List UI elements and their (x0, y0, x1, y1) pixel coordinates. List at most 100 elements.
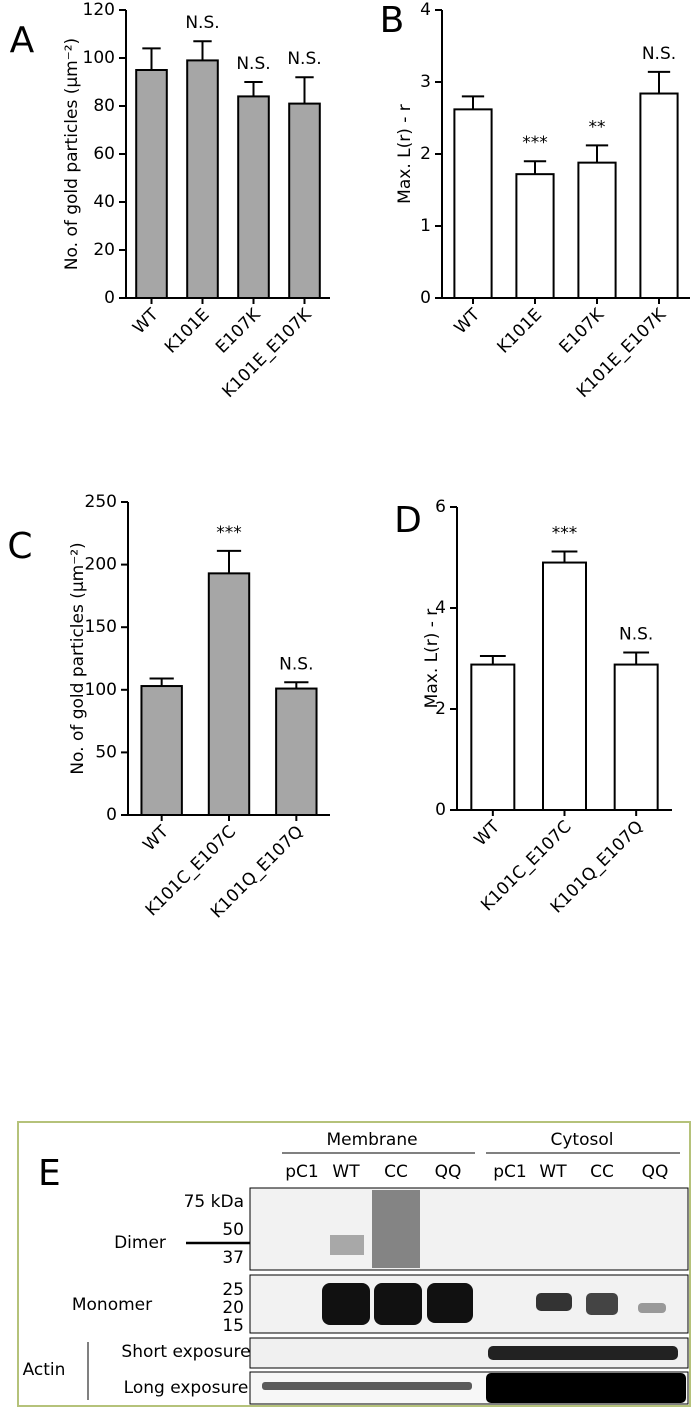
annotation: ** (589, 117, 606, 137)
error-bar (284, 681, 309, 689)
bar (207, 572, 251, 817)
y-tick-label: 100 (83, 48, 115, 68)
panel-letter: B (380, 0, 405, 41)
y-tick-label: 4 (420, 0, 431, 20)
y-axis-label: Max. L(r) - r (395, 104, 415, 204)
annotation: N.S. (287, 49, 321, 69)
error-bar (461, 95, 485, 110)
bar (639, 92, 679, 299)
bar (135, 69, 168, 299)
y-tick-label: 150 (85, 617, 117, 637)
x-tick-label: E107K (556, 304, 609, 357)
row-label: Dimer (114, 1233, 166, 1253)
y-tick-label: 200 (85, 555, 117, 575)
annotation: *** (522, 133, 548, 153)
y-tick-label: 120 (83, 0, 115, 20)
bar (453, 108, 493, 299)
error-bar (523, 160, 547, 175)
marker-label: 15 (222, 1316, 244, 1336)
group-label: Membrane (326, 1130, 417, 1150)
error-bar (585, 144, 609, 163)
row-label: Monomer (72, 1295, 152, 1315)
bar (515, 173, 555, 299)
y-tick-label: 60 (93, 144, 115, 164)
band (536, 1293, 572, 1311)
band (374, 1283, 422, 1325)
bar (577, 161, 617, 299)
y-tick-label: 40 (93, 192, 115, 212)
lane-label: pC1 (493, 1162, 526, 1182)
bar (275, 687, 318, 816)
error-bar (244, 81, 263, 97)
error-bar (149, 677, 174, 687)
y-tick-label: 250 (85, 492, 117, 512)
x-tick-label: WT (451, 305, 485, 339)
error-bar (479, 654, 506, 665)
annotation: N.S. (279, 654, 313, 674)
annotation: *** (552, 523, 578, 543)
x-tick-label: K101E_E107K (219, 304, 317, 402)
row-label: Long exposure (124, 1378, 249, 1398)
annotation: *** (216, 523, 242, 543)
band (486, 1373, 686, 1403)
annotation: N.S. (185, 13, 219, 33)
y-tick-label: 4 (435, 598, 446, 618)
bar (140, 685, 183, 816)
lane-label: CC (590, 1162, 614, 1182)
x-tick-label: WT (139, 822, 173, 856)
band (586, 1293, 618, 1315)
error-bar (216, 549, 242, 574)
annotation: N.S. (619, 624, 653, 644)
y-axis-label: Max. L(r) - r (422, 609, 442, 709)
band (322, 1283, 370, 1325)
error-bar (551, 550, 578, 563)
marker-label: 37 (222, 1248, 244, 1268)
x-tick-label: WT (129, 305, 163, 339)
y-tick-label: 0 (104, 288, 115, 308)
lane-label: QQ (642, 1162, 669, 1182)
panel-letter: D (394, 500, 422, 541)
blot-panel: E Membrane Cytosol pC1 WT CC QQ pC1 WT C… (17, 1121, 691, 1407)
y-tick-label: 100 (85, 680, 117, 700)
panel-letter: E (38, 1153, 61, 1194)
bar (542, 561, 587, 811)
lane-label: WT (539, 1162, 567, 1182)
y-tick-label: 50 (95, 742, 117, 762)
y-axis-label: No. of gold particles (μm⁻²) (62, 38, 82, 270)
bar (470, 663, 516, 811)
blot-box (249, 1187, 689, 1271)
annotation: N.S. (642, 44, 676, 64)
panel-letter: A (10, 20, 35, 61)
bar (613, 663, 659, 811)
marker-label: 50 (222, 1220, 244, 1240)
error-bar (142, 47, 161, 70)
marker-label: 20 (222, 1298, 244, 1318)
lane-label: QQ (435, 1162, 462, 1182)
bar (186, 59, 219, 300)
x-tick-label: WT (471, 817, 505, 851)
y-tick-label: 20 (93, 240, 115, 260)
band (427, 1283, 473, 1323)
lane-label: CC (384, 1162, 408, 1182)
y-tick-label: 0 (420, 288, 431, 308)
error-bar (647, 70, 671, 94)
y-tick-label: 2 (420, 144, 431, 164)
y-tick-label: 80 (93, 96, 115, 116)
annotation: N.S. (236, 54, 270, 74)
band (330, 1235, 364, 1255)
error-bar (623, 651, 650, 665)
y-tick-label: 3 (420, 72, 431, 92)
actin-label: Actin (23, 1360, 66, 1380)
band (262, 1382, 472, 1390)
error-bar (295, 76, 314, 104)
y-tick-label: 0 (106, 805, 117, 825)
group-label: Cytosol (551, 1130, 614, 1150)
error-bar (193, 40, 212, 61)
lane-label: WT (332, 1162, 360, 1182)
bar (288, 102, 321, 299)
band (638, 1303, 666, 1313)
band (488, 1346, 678, 1360)
y-tick-label: 0 (435, 800, 446, 820)
band (372, 1190, 420, 1268)
